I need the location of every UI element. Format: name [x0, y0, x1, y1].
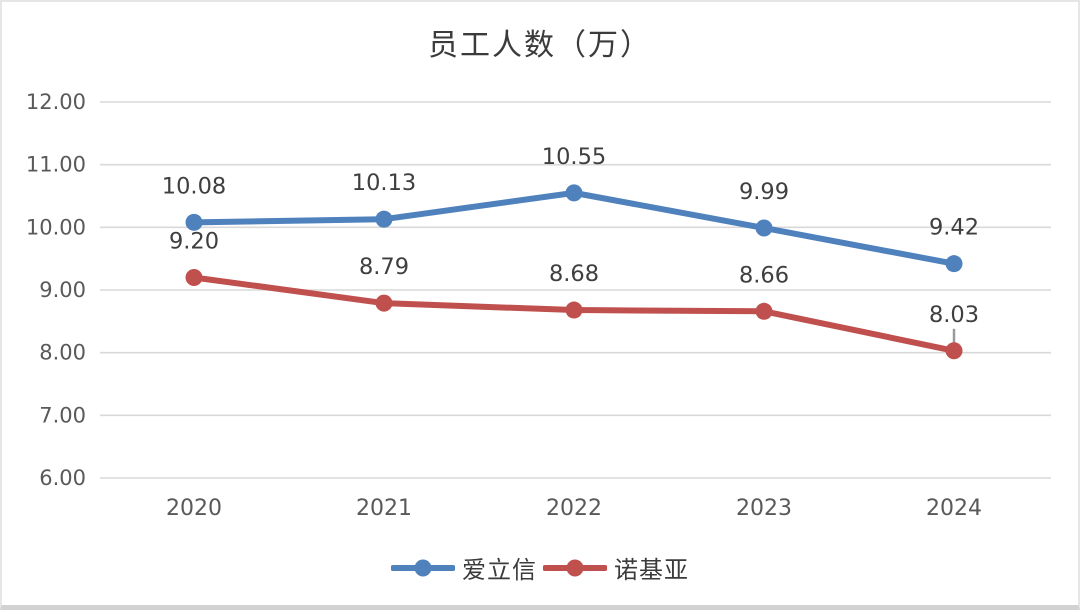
- x-axis-tick-label: 2020: [166, 496, 222, 521]
- data-point-marker: [375, 210, 393, 228]
- data-point-marker: [565, 184, 583, 202]
- legend-marker-icon: [543, 559, 607, 576]
- chart-legend: 爱立信 诺基亚: [2, 550, 1078, 585]
- data-point-label: 10.55: [542, 144, 606, 170]
- x-axis-tick-label: 2021: [356, 496, 412, 521]
- chart-title: 员工人数（万）: [428, 28, 652, 63]
- y-axis-tick-label: 6.00: [39, 466, 86, 490]
- data-point-label: 8.79: [359, 254, 409, 280]
- y-axis-tick-label: 7.00: [39, 403, 86, 427]
- legend-label: 爱立信: [462, 556, 537, 584]
- data-point-label: 10.08: [162, 173, 226, 199]
- data-point-label: 8.03: [929, 302, 979, 328]
- data-point-label: 9.42: [929, 215, 979, 241]
- y-axis-tick-label: 8.00: [39, 341, 86, 365]
- legend-marker-icon: [391, 559, 455, 576]
- x-axis-tick-label: 2022: [546, 496, 602, 521]
- y-axis-tick-label: 12.00: [26, 90, 86, 114]
- y-axis-tick-label: 9.00: [39, 278, 86, 302]
- data-point-marker: [185, 213, 203, 231]
- y-axis-tick-label: 10.00: [26, 215, 86, 239]
- y-axis-tick-label: 11.00: [26, 153, 86, 177]
- data-point-label: 8.66: [739, 262, 789, 288]
- legend-label: 诺基亚: [614, 556, 689, 584]
- data-point-marker: [755, 302, 773, 320]
- x-axis-tick-label: 2024: [926, 496, 982, 521]
- x-axis-tick-label: 2023: [736, 496, 792, 521]
- legend-item-爱立信: 爱立信: [391, 550, 537, 585]
- data-point-marker: [945, 255, 963, 273]
- data-point-label: 10.13: [352, 170, 416, 196]
- series-line-爱立信: [191, 189, 957, 267]
- data-point-marker: [185, 268, 203, 286]
- data-point-marker: [375, 294, 393, 312]
- data-point-marker: [755, 219, 773, 237]
- data-point-marker: [565, 301, 583, 319]
- data-point-label: 9.20: [169, 228, 219, 254]
- data-point-marker: [945, 342, 963, 360]
- data-point-label: 9.99: [739, 179, 789, 205]
- data-point-label: 8.68: [549, 261, 599, 287]
- legend-item-诺基亚: 诺基亚: [543, 550, 689, 585]
